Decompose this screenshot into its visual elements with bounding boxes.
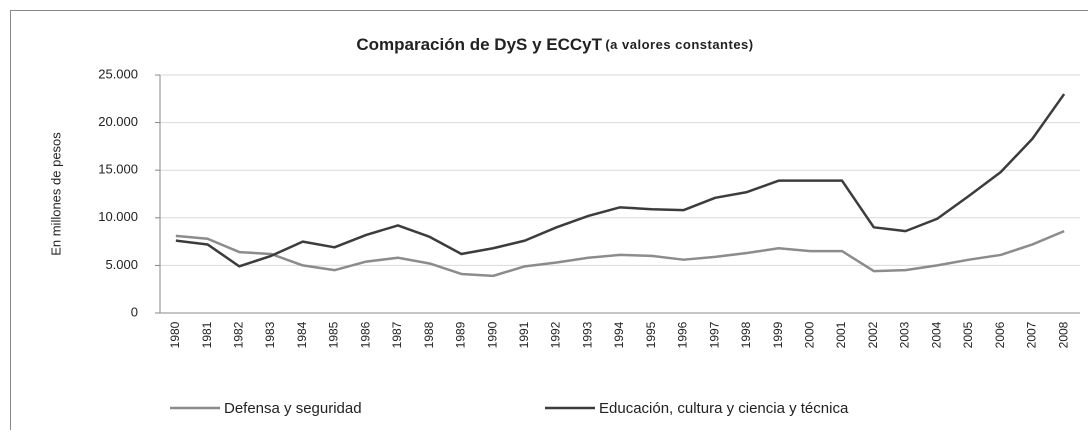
title: Comparación de DyS y ECCyT [356, 35, 602, 54]
x-tick-label: 1995 [644, 321, 658, 348]
y-tick-label: 25.000 [98, 66, 138, 81]
x-tick-label: 1981 [200, 321, 214, 348]
x-tick-label: 2007 [1025, 321, 1039, 348]
y-tick-label: 15.000 [98, 162, 138, 177]
y-tick-label: 20.000 [98, 114, 138, 129]
x-tick-label: 1994 [612, 321, 626, 348]
legend-label: Educación, cultura y ciencia y técnica [599, 400, 849, 417]
x-tick-label: 1987 [390, 321, 404, 348]
x-tick-label: 2002 [866, 321, 880, 348]
x-tick-label: 2003 [898, 321, 912, 348]
x-tick-label: 1992 [549, 321, 563, 348]
x-tick-label: 1983 [263, 321, 277, 348]
x-tick-label: 1982 [231, 321, 245, 348]
x-tick-label: 1985 [327, 321, 341, 348]
series-line [176, 94, 1064, 266]
y-axis-label: En millones de pesos [48, 132, 63, 256]
series-line [176, 231, 1064, 276]
x-tick-label: 1980 [168, 321, 182, 348]
legend-label: Defensa y seguridad [224, 400, 362, 417]
x-tick-label: 2004 [929, 321, 943, 348]
y-tick-label: 0 [131, 304, 138, 319]
x-tick-label: 1998 [739, 321, 753, 348]
x-tick-label: 2001 [834, 321, 848, 348]
x-tick-label: 2000 [803, 321, 817, 348]
x-tick-label: 2006 [993, 321, 1007, 348]
x-tick-label: 2008 [1056, 321, 1070, 348]
x-tick-label: 1990 [485, 321, 499, 348]
chart-frame [11, 11, 1088, 431]
x-tick-label: 1988 [422, 321, 436, 348]
x-tick-label: 1999 [771, 321, 785, 348]
x-tick-label: 1991 [517, 321, 531, 348]
y-tick-label: 10.000 [98, 209, 138, 224]
x-tick-label: 1984 [295, 321, 309, 348]
x-tick-label: 1989 [454, 321, 468, 348]
subtitle: (a valores constantes) [605, 37, 753, 52]
x-tick-label: 2005 [961, 321, 975, 348]
x-tick-label: 1993 [580, 321, 594, 348]
x-tick-label: 1986 [358, 321, 372, 348]
chart-title: Comparación de DyS y ECCyT (a valores co… [356, 35, 753, 54]
y-tick-label: 5.000 [105, 257, 138, 272]
x-tick-label: 1996 [676, 321, 690, 348]
x-tick-label: 1997 [707, 321, 721, 348]
